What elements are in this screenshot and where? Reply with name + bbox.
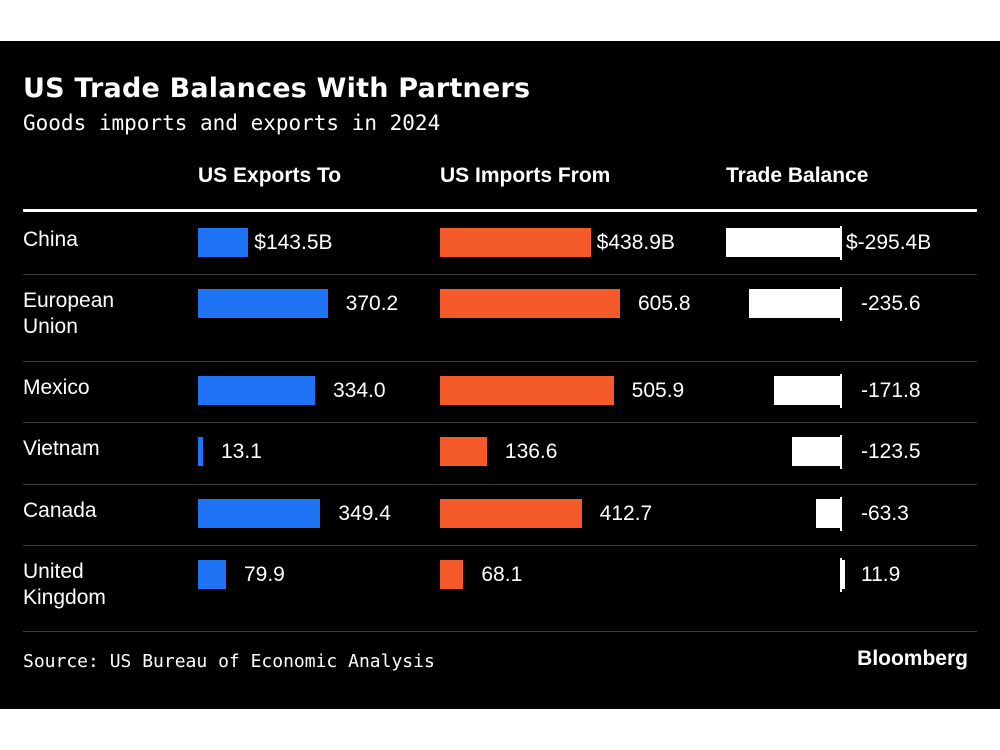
balance-bar xyxy=(792,437,840,466)
zero-baseline xyxy=(840,287,842,321)
exports-bar xyxy=(198,560,226,589)
country-label: Mexico xyxy=(23,376,90,399)
exports-value-label: 13.1 xyxy=(221,440,262,463)
exports-value-label: 79.9 xyxy=(243,563,285,586)
source-note: Source: US Bureau of Economic Analysis xyxy=(23,651,435,672)
country-label: Canada xyxy=(23,499,97,522)
row-divider xyxy=(23,361,977,362)
exports-value-label: 349.4 xyxy=(338,502,391,525)
exports-bar xyxy=(198,228,249,257)
exports-bar xyxy=(198,437,203,466)
balance-value-label: -63.3 xyxy=(861,502,909,525)
country-label: European Union xyxy=(23,289,115,338)
country-label: China xyxy=(23,228,78,251)
imports-value-label: $438.9B xyxy=(596,231,675,254)
imports-bar xyxy=(440,376,614,405)
exports-bar xyxy=(198,289,328,318)
row-divider xyxy=(23,545,977,546)
chart-card: US Trade Balances With Partners Goods im… xyxy=(0,41,1000,709)
imports-bar xyxy=(440,437,487,466)
imports-bar xyxy=(440,289,620,318)
zero-baseline xyxy=(840,435,842,469)
chart-title: US Trade Balances With Partners xyxy=(23,73,531,104)
country-label: United Kingdom xyxy=(23,560,106,609)
zero-baseline xyxy=(840,558,842,592)
imports-value-label: 68.1 xyxy=(481,563,523,586)
row-divider xyxy=(23,274,977,275)
exports-bar xyxy=(198,499,321,528)
balance-value-label: $-295.4B xyxy=(846,231,932,254)
row-divider xyxy=(23,631,977,632)
imports-bar xyxy=(440,499,582,528)
imports-value-label: 136.6 xyxy=(504,440,558,463)
zero-baseline xyxy=(840,226,842,260)
balance-value-label: 11.9 xyxy=(861,563,901,586)
column-header-exports: US Exports To xyxy=(198,164,342,187)
balance-bar xyxy=(726,228,840,257)
imports-value-label: 605.8 xyxy=(638,292,691,315)
imports-bar xyxy=(440,560,464,589)
balance-bar xyxy=(773,376,840,405)
exports-value-label: 370.2 xyxy=(345,292,399,315)
country-label: Vietnam xyxy=(23,437,100,460)
balance-value-label: -235.6 xyxy=(861,292,921,315)
chart-subtitle: Goods imports and exports in 2024 xyxy=(23,111,441,135)
header-rule xyxy=(23,209,977,212)
balance-value-label: -123.5 xyxy=(861,440,921,463)
imports-value-label: 505.9 xyxy=(631,379,685,402)
balance-bar xyxy=(749,289,840,318)
balance-bar xyxy=(815,499,840,528)
column-header-balance: Trade Balance xyxy=(726,164,869,187)
bloomberg-logo: Bloomberg xyxy=(857,647,968,670)
exports-value-label: 334.0 xyxy=(333,379,386,402)
imports-value-label: 412.7 xyxy=(599,502,653,525)
row-divider xyxy=(23,422,977,423)
balance-bar xyxy=(840,560,845,589)
zero-baseline xyxy=(840,497,842,531)
exports-value-label: $143.5B xyxy=(254,231,333,254)
balance-value-label: -171.8 xyxy=(861,379,921,402)
imports-bar xyxy=(440,228,591,257)
row-divider xyxy=(23,484,977,485)
exports-bar xyxy=(198,376,315,405)
zero-baseline xyxy=(840,374,842,408)
column-header-imports: US Imports From xyxy=(440,164,611,187)
